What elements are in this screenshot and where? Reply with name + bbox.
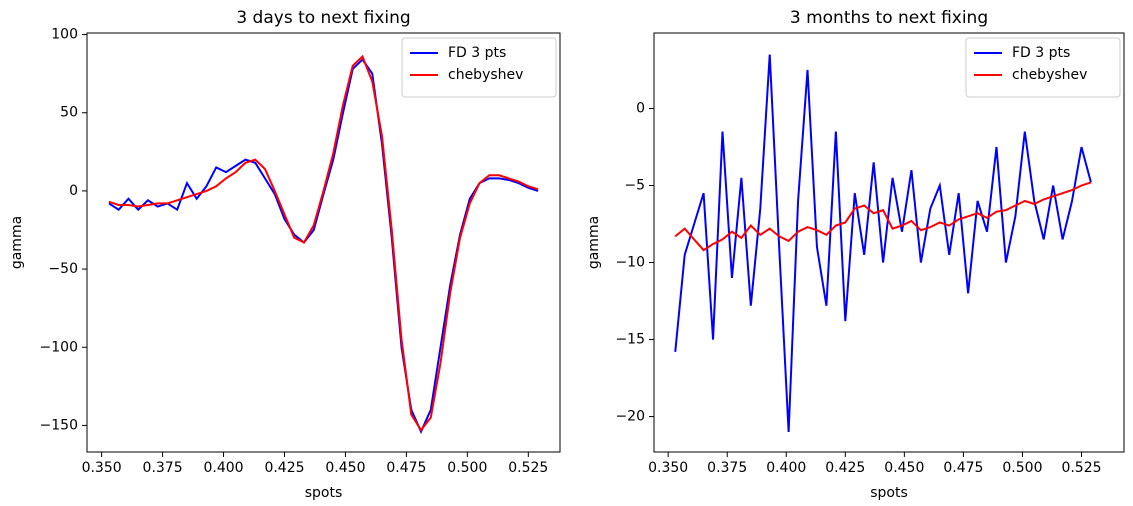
x-tick-label: 0.400 — [203, 460, 243, 476]
y-tick-label: −10 — [615, 255, 645, 271]
x-tick-label: 0.350 — [82, 460, 122, 476]
y-tick-label: −20 — [615, 409, 645, 425]
chart-title: 3 months to next fixing — [790, 8, 988, 28]
legend-label: chebyshev — [448, 67, 523, 83]
legend-box — [965, 37, 1121, 98]
y-axis-label: gamma — [9, 216, 25, 269]
x-tick-label: 0.450 — [884, 460, 924, 476]
data-line — [108, 58, 539, 435]
chart-title: 3 days to next fixing — [236, 8, 410, 28]
x-axis-label: spots — [305, 485, 343, 501]
y-axis-label: gamma — [586, 216, 602, 269]
y-tick-label: 100 — [51, 27, 78, 43]
x-tick-label: 0.375 — [143, 460, 183, 476]
x-tick-label: 0.525 — [508, 460, 548, 476]
y-tick-label: 0 — [69, 183, 78, 199]
legend-box — [401, 37, 557, 98]
x-tick-label: 0.525 — [1061, 460, 1101, 476]
x-tick-label: 0.375 — [707, 460, 747, 476]
x-tick-label: 0.500 — [447, 460, 487, 476]
x-tick-label: 0.350 — [648, 460, 688, 476]
y-tick-label: 50 — [60, 105, 78, 121]
x-tick-label: 0.500 — [1002, 460, 1042, 476]
legend-label: FD 3 pts — [448, 45, 506, 61]
data-line — [674, 181, 1092, 252]
x-tick-label: 0.425 — [264, 460, 304, 476]
x-tick-label: 0.450 — [325, 460, 365, 476]
x-axis-label: spots — [870, 485, 908, 501]
y-tick-label: −50 — [48, 261, 78, 277]
y-tick-label: −150 — [40, 417, 78, 433]
data-line — [108, 54, 539, 432]
data-line — [674, 54, 1092, 433]
y-tick-label: −100 — [40, 339, 78, 355]
x-tick-label: 0.475 — [943, 460, 983, 476]
y-tick-label: −15 — [615, 332, 645, 348]
x-tick-label: 0.425 — [825, 460, 865, 476]
legend-label: chebyshev — [1012, 67, 1087, 83]
y-tick-label: −5 — [624, 178, 645, 194]
x-tick-label: 0.400 — [766, 460, 806, 476]
plot-frame — [653, 32, 1125, 453]
plot-frame — [86, 32, 561, 453]
x-tick-label: 0.475 — [386, 460, 426, 476]
legend-label: FD 3 pts — [1012, 45, 1070, 61]
y-tick-label: 0 — [636, 100, 645, 116]
